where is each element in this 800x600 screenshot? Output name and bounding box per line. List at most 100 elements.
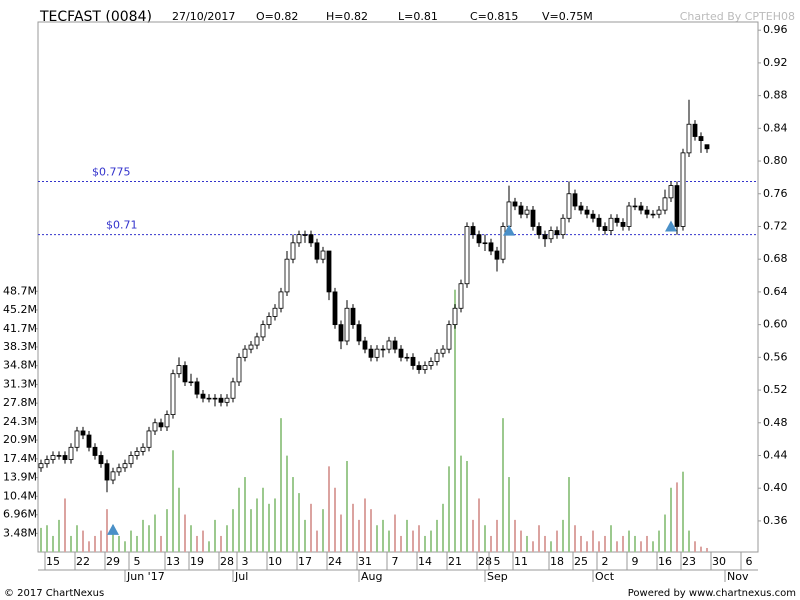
candle-body (74, 430, 80, 448)
volume-bar (382, 519, 384, 552)
volume-bar (304, 519, 306, 552)
candle-body (134, 450, 140, 456)
candle-body (56, 455, 62, 457)
volume-bar (226, 525, 228, 552)
candle-body (536, 226, 542, 236)
x-tick-label: 29 (106, 555, 120, 568)
volume-bar (484, 525, 486, 552)
month-label: Sep (487, 570, 508, 583)
candle-body (362, 340, 368, 350)
candle-body (128, 455, 134, 465)
candle-body (518, 205, 524, 215)
level-label: $0.71 (106, 219, 138, 232)
candle-body (434, 352, 440, 362)
candle-body (170, 373, 176, 415)
volume-bar (706, 547, 708, 552)
volume-bar (358, 519, 360, 552)
x-tick-label: 18 (550, 555, 564, 568)
candle-body (248, 344, 254, 350)
y-tick-label: 0.44 (763, 448, 788, 461)
candle-body (230, 381, 236, 399)
candle-body (458, 283, 464, 309)
month-label: Aug (361, 570, 382, 583)
volume-bar (538, 525, 540, 552)
volume-bar (262, 487, 264, 552)
y-tick-label: 0.68 (763, 252, 788, 265)
volume-bar (64, 498, 66, 552)
volume-bar (562, 519, 564, 552)
volume-bar (646, 535, 648, 552)
candle-body (578, 205, 584, 211)
volume-bar (388, 530, 390, 552)
x-tick-label: 31 (358, 555, 372, 568)
x-tick-label: 10 (268, 555, 282, 568)
volume-bar (400, 535, 402, 552)
volume-tick-label: 20.9M (3, 433, 37, 446)
candle-body (488, 242, 494, 252)
candle-body (344, 307, 350, 342)
y-tick-label: 0.36 (763, 514, 788, 527)
y-tick-label: 0.88 (763, 89, 788, 102)
volume-bar (610, 525, 612, 552)
volume-bar (190, 525, 192, 552)
volume-bar (124, 541, 126, 552)
volume-bar (40, 527, 42, 552)
volume-bar (346, 460, 348, 552)
candle-body (602, 226, 608, 231)
volume-bar (688, 530, 690, 552)
y-tick-label: 0.92 (763, 56, 788, 69)
candle-body (296, 234, 302, 244)
candle-body (80, 430, 86, 436)
x-tick-label: 24 (328, 555, 342, 568)
candle-body (314, 242, 320, 260)
volume-bar (466, 460, 468, 552)
volume-bar (448, 466, 450, 552)
candle-body (494, 250, 500, 260)
candle-body (224, 397, 230, 403)
volume-tick-label: 13.9M (3, 471, 37, 484)
candle-body (596, 217, 602, 227)
candle-body (428, 361, 434, 366)
candle-body (506, 201, 512, 227)
volume-bar (256, 498, 258, 552)
candle-body (152, 422, 158, 432)
x-tick-label: 16 (658, 555, 672, 568)
volume-bar (502, 418, 504, 552)
x-tick-label: 19 (190, 555, 204, 568)
candle-body (44, 459, 50, 465)
header-info: C=0.815 (470, 10, 518, 23)
volume-bar (160, 535, 162, 552)
chart-title: TECFAST (0084) (39, 9, 152, 25)
x-tick-label: 9 (632, 555, 639, 568)
candle-body (332, 291, 338, 326)
candle-body (632, 205, 638, 208)
month-label: Nov (727, 570, 749, 583)
x-tick-label: 17 (298, 555, 312, 568)
volume-bar (292, 477, 294, 552)
volume-bar (574, 525, 576, 552)
volume-tick-label: 10.4M (3, 489, 37, 502)
volume-bar (406, 519, 408, 552)
volume-tick-label: 45.2M (3, 303, 37, 316)
volume-bar (94, 535, 96, 552)
y-tick-label: 0.48 (763, 416, 788, 429)
volume-tick-label: 34.8M (3, 359, 37, 372)
candle-body (104, 463, 110, 481)
volume-bar (286, 455, 288, 552)
volume-bar (598, 541, 600, 552)
x-tick-label: 13 (166, 555, 180, 568)
volume-tick-label: 38.3M (3, 340, 37, 353)
month-label: Jul (234, 570, 248, 583)
volume-bar (76, 525, 78, 552)
volume-bar (676, 482, 678, 552)
volume-bar (88, 541, 90, 552)
volume-tick-label: 31.3M (3, 377, 37, 390)
volume-bar (166, 509, 168, 552)
volume-bar (526, 535, 528, 552)
candle-body (50, 455, 56, 460)
signal (503, 224, 515, 236)
candle-body (626, 205, 632, 227)
volume-bar (514, 519, 516, 552)
footer-right: Powered by www.chartnexus.com (628, 588, 796, 599)
candle-body (662, 197, 668, 211)
